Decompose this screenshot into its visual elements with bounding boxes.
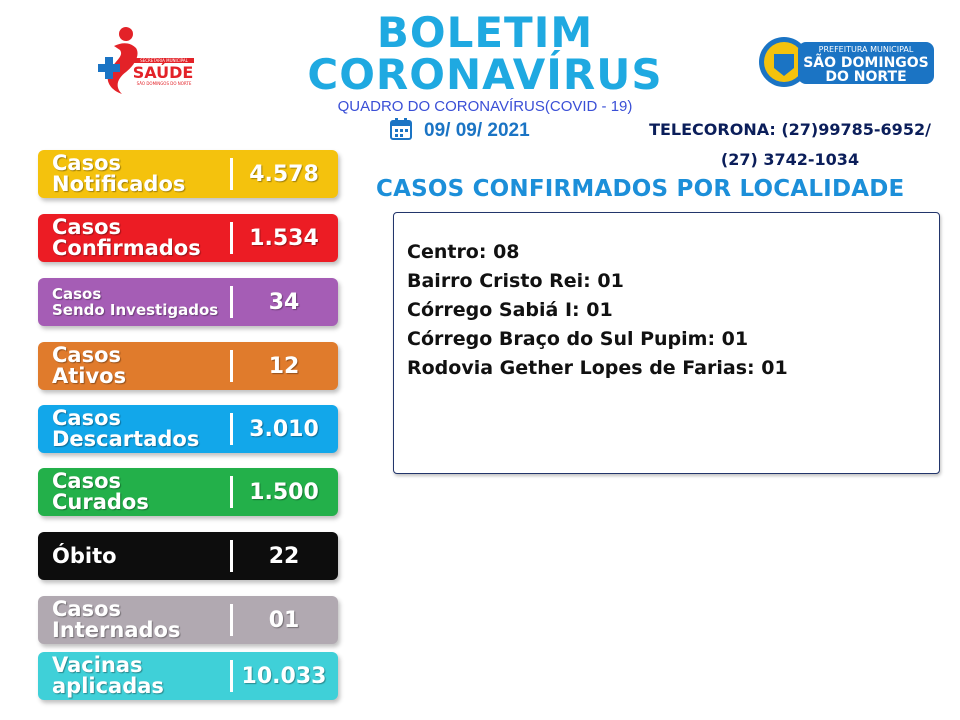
stat-label-line1: Óbito bbox=[52, 543, 117, 568]
stat-value: 34 bbox=[268, 289, 300, 315]
stat-separator bbox=[230, 222, 233, 254]
stat-card-ativos: Casos Ativos 12 bbox=[38, 342, 338, 390]
stat-label-line2: Ativos bbox=[52, 364, 127, 388]
stat-separator bbox=[230, 286, 233, 318]
stat-label-line1: Casos bbox=[52, 469, 122, 493]
stat-separator bbox=[230, 476, 233, 508]
telecorona-phone-line2: (27) 3742-1034 bbox=[720, 150, 860, 169]
stat-label-line1: Casos bbox=[52, 597, 122, 621]
stat-value: 22 bbox=[268, 543, 300, 569]
stat-card-investigados: Casos Sendo Investigados 34 bbox=[38, 278, 338, 326]
stat-card-notificados: Casos Notificados 4.578 bbox=[38, 150, 338, 198]
stat-value: 12 bbox=[268, 353, 300, 379]
stat-label-line2: Curados bbox=[52, 490, 149, 514]
title-coronavirus: CORONAVÍRUS bbox=[307, 50, 663, 99]
locality-item: Rodovia Gether Lopes de Farias: 01 bbox=[407, 357, 788, 379]
subtitle: QUADRO DO CORONAVÍRUS(COVID - 19) bbox=[337, 98, 633, 115]
stat-separator bbox=[230, 350, 233, 382]
bulletin-date: 09/ 09/ 2021 bbox=[424, 120, 530, 141]
stat-value: 1.500 bbox=[249, 479, 319, 505]
prefeitura-logo: PREFEITURA MUNICIPAL SÃO DOMINGOS DO NOR… bbox=[756, 34, 936, 90]
stat-label-line2: Descartados bbox=[52, 427, 200, 451]
stat-label-line2: Sendo Investigados bbox=[52, 301, 219, 319]
locality-item: Centro: 08 bbox=[407, 241, 520, 263]
stat-card-vacinas: Vacinas aplicadas 10.033 bbox=[38, 652, 338, 700]
stat-label-line1: Casos bbox=[52, 215, 122, 239]
telecorona-phone-line1: TELECORONA: (27)99785-6952/ bbox=[649, 120, 931, 139]
stat-label-line2: Internados bbox=[52, 618, 181, 642]
stat-separator bbox=[230, 413, 233, 445]
localities-list: Centro: 08 Bairro Cristo Rei: 01 Córrego… bbox=[407, 238, 788, 383]
calendar-icon bbox=[390, 118, 412, 144]
stat-value: 3.010 bbox=[249, 416, 319, 442]
prefeitura-line2: DO NORTE bbox=[825, 69, 906, 85]
locality-item: Córrego Sabiá I: 01 bbox=[407, 299, 613, 321]
stat-card-confirmados: Casos Confirmados 1.534 bbox=[38, 214, 338, 262]
stat-value: 01 bbox=[268, 607, 300, 633]
prefeitura-line1: SÃO DOMINGOS bbox=[803, 54, 929, 71]
saude-logo-small-text: SECRETARIA MUNICIPAL bbox=[140, 58, 188, 63]
prefeitura-top-text: PREFEITURA MUNICIPAL bbox=[819, 45, 914, 54]
saude-logo: SECRETARIA MUNICIPAL SAÚDE SÃO DOMINGOS … bbox=[96, 24, 196, 100]
locality-item: Córrego Braço do Sul Pupim: 01 bbox=[407, 328, 749, 350]
localities-box: Centro: 08 Bairro Cristo Rei: 01 Córrego… bbox=[393, 212, 940, 474]
stat-label-line1: Vacinas bbox=[52, 653, 143, 677]
stat-label-line2: Confirmados bbox=[52, 236, 201, 260]
title-boletim: BOLETIM bbox=[376, 8, 594, 57]
stat-card-descartados: Casos Descartados 3.010 bbox=[38, 405, 338, 453]
stat-value: 4.578 bbox=[249, 161, 319, 187]
stat-value: 10.033 bbox=[241, 663, 327, 689]
stat-separator bbox=[230, 158, 233, 190]
stat-card-internados: Casos Internados 01 bbox=[38, 596, 338, 644]
stat-label-line1: Casos bbox=[52, 285, 102, 303]
saude-logo-bottom-text: SÃO DOMINGOS DO NORTE bbox=[137, 81, 192, 86]
stat-separator bbox=[230, 540, 233, 572]
stat-label-line1: Casos bbox=[52, 406, 122, 430]
stat-separator bbox=[230, 604, 233, 636]
date-row: 09/ 09/ 2021 bbox=[390, 117, 530, 145]
locality-item: Bairro Cristo Rei: 01 bbox=[407, 270, 624, 292]
saude-logo-text: SAÚDE bbox=[133, 63, 194, 82]
stat-label-line2: Notificados bbox=[52, 172, 186, 196]
stat-card-curados: Casos Curados 1.500 bbox=[38, 468, 338, 516]
stat-separator bbox=[230, 660, 233, 692]
stat-label-line1: Casos bbox=[52, 343, 122, 367]
stat-label-line1: Casos bbox=[52, 151, 122, 175]
stat-label-line2: aplicadas bbox=[52, 674, 164, 698]
localities-heading: CASOS CONFIRMADOS POR LOCALIDADE bbox=[376, 176, 905, 202]
stat-value: 1.534 bbox=[249, 225, 319, 251]
stat-card-obito: Óbito 22 bbox=[38, 532, 338, 580]
